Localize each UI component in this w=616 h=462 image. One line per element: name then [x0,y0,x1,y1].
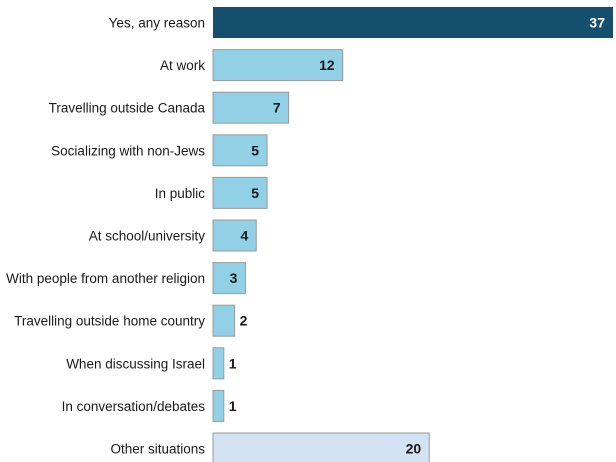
bar [212,49,344,82]
category-label: Yes, any reason [109,16,205,31]
value-label: 37 [589,15,605,31]
category-label: Travelling outside Canada [49,101,206,116]
category-label: At school/university [89,229,206,244]
value-label: 5 [251,142,259,158]
bar [212,432,430,462]
category-label: Socializing with non-Jews [51,143,205,158]
bar [212,304,236,337]
value-label: 5 [251,185,259,201]
value-label: 12 [319,57,335,73]
category-label: When discussing Israel [66,356,205,371]
value-label: 3 [230,270,238,286]
bar [212,91,290,124]
bar [212,262,246,295]
value-label: 20 [406,441,422,457]
value-label: 1 [229,398,237,414]
bar [212,219,257,252]
value-label: 7 [273,100,281,116]
category-label: Other situations [110,442,205,457]
value-label: 2 [240,313,248,329]
bar [212,134,268,167]
bars-layer [212,7,613,462]
category-label: Travelling outside home country [14,314,205,329]
value-label: 4 [240,228,248,244]
bar [212,176,268,209]
value-label: 1 [229,355,237,371]
category-label: In conversation/debates [62,399,206,414]
category-label: With people from another religion [6,271,205,286]
category-label: In public [155,186,206,201]
bar [213,7,613,38]
bar [212,347,225,380]
bar [212,389,225,422]
category-label: At work [160,58,205,73]
